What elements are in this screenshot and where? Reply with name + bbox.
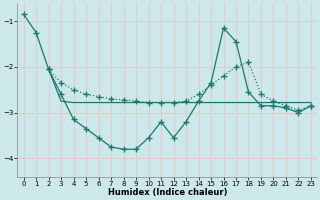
- X-axis label: Humidex (Indice chaleur): Humidex (Indice chaleur): [108, 188, 227, 197]
